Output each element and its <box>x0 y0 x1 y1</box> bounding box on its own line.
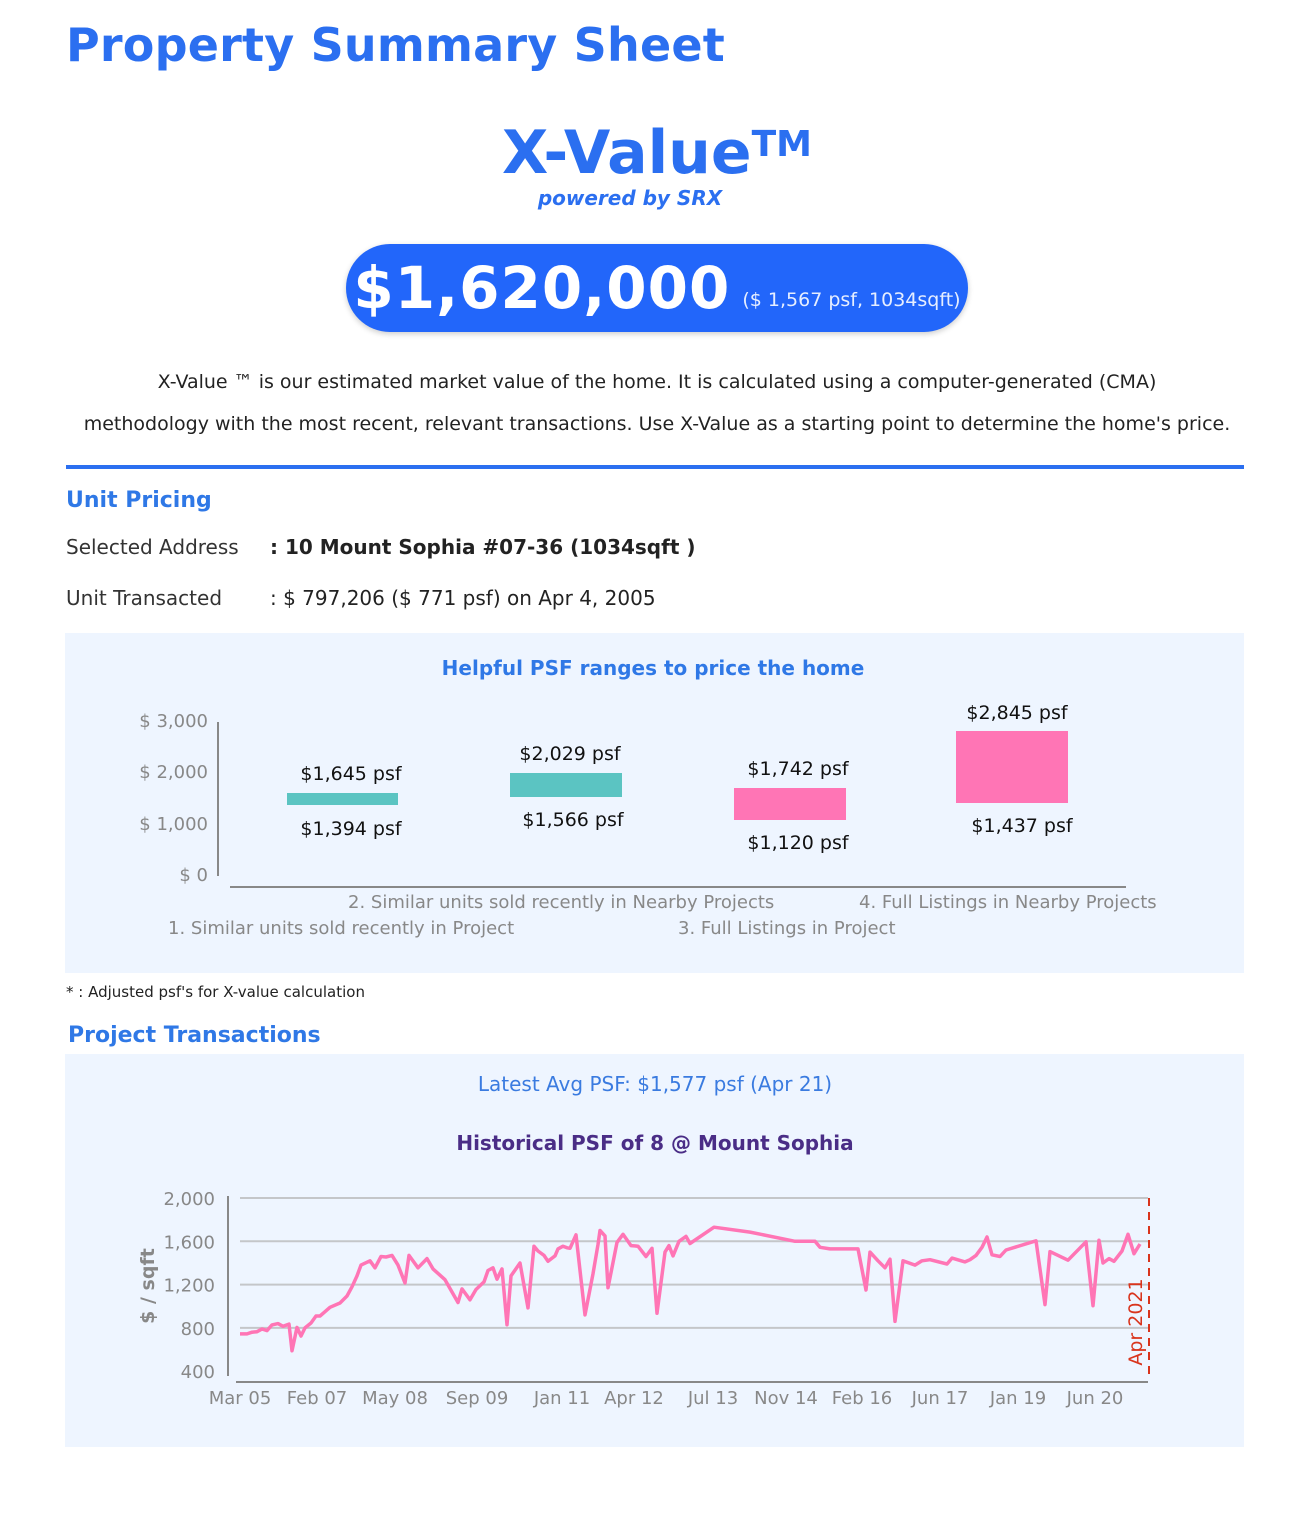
xvalue-title: X-ValueTM <box>0 118 1314 188</box>
psf-ytick-0: $ 0 <box>179 865 208 886</box>
xtick-label: Jun 17 <box>911 1388 969 1409</box>
xtick-label: Feb 07 <box>287 1388 348 1409</box>
xtick-label: May 08 <box>362 1388 428 1409</box>
xtick-label: Jun 20 <box>1066 1388 1124 1409</box>
trademark: TM <box>751 124 812 165</box>
xtick-label: Feb 16 <box>832 1388 893 1409</box>
psf-history-line <box>240 1225 1142 1353</box>
psf-x-axis <box>230 886 1126 888</box>
psf-bar-4-high-label: $2,845 psf <box>966 702 1068 724</box>
ytick-label: 1,600 <box>163 1232 215 1253</box>
psf-bar-3-high-label: $1,742 psf <box>747 758 849 780</box>
unit-pricing-heading: Unit Pricing <box>66 488 212 513</box>
psf-range-bar-3 <box>734 788 846 820</box>
psf-category-4: 4. Full Listings in Nearby Projects <box>859 892 1157 913</box>
psf-bar-2-low-label: $1,566 psf <box>522 809 624 831</box>
psf-range-bar-1 <box>287 793 398 805</box>
psf-ytick-2000: $ 2,000 <box>139 762 208 783</box>
psf-bar-4-low-label: $1,437 psf <box>971 815 1073 837</box>
unit-transacted-value: : $ 797,206 ($ 771 psf) on Apr 4, 2005 <box>270 586 656 610</box>
xtick-label: Jan 11 <box>533 1388 590 1409</box>
ytick-label: 800 <box>181 1319 215 1340</box>
selected-address-label: Selected Address <box>66 535 239 559</box>
apr-2021-marker-label: Apr 2021 <box>1125 1278 1147 1365</box>
xvalue-subtitle: powered by SRX <box>537 186 723 210</box>
line-chart-xticks: Mar 05 Feb 07 May 08 Sep 09 Jan 11 Apr 12 Jul … <box>209 1388 1124 1409</box>
page-title: Property Summary Sheet <box>66 18 725 72</box>
psf-category-2: 2. Similar units sold recently in Nearby… <box>348 892 775 913</box>
xvalue-title-text: X-Value <box>502 118 752 188</box>
historical-psf-chart-title: Historical PSF of 8 @ Mount Sophia <box>456 1131 854 1155</box>
psf-footnote: * : Adjusted psf's for X-value calculati… <box>66 983 365 1001</box>
psf-ytick-1000: $ 1,000 <box>139 814 208 835</box>
ytick-label: 400 <box>181 1362 215 1383</box>
psf-bar-2-high-label: $2,029 psf <box>519 743 621 765</box>
psf-category-3: 3. Full Listings in Project <box>678 918 896 939</box>
xtick-label: Apr 12 <box>604 1388 664 1409</box>
ytick-label: 2,000 <box>163 1189 215 1210</box>
psf-ranges-title: Helpful PSF ranges to price the home <box>441 656 865 680</box>
psf-bar-1-high-label: $1,645 psf <box>300 763 402 785</box>
xvalue-price: $1,620,000 <box>353 254 731 322</box>
ytick-label: 1,200 <box>163 1276 215 1297</box>
psf-category-1: 1. Similar units sold recently in Projec… <box>168 918 515 939</box>
xtick-label: Jan 19 <box>989 1388 1046 1409</box>
xvalue-description-line-2: methodology with the most recent, releva… <box>83 413 1231 435</box>
psf-bar-3-low-label: $1,120 psf <box>747 832 849 854</box>
psf-range-bar-4 <box>956 731 1068 803</box>
xtick-label: Jul 13 <box>687 1388 738 1409</box>
psf-y-axis <box>217 722 219 876</box>
psf-bar-1-low-label: $1,394 psf <box>300 818 402 840</box>
selected-address-value: : 10 Mount Sophia #07-36 (1034sqft ) <box>270 535 696 559</box>
psf-range-bar-2 <box>510 773 622 797</box>
xtick-label: Mar 05 <box>209 1388 272 1409</box>
unit-transacted-label: Unit Transacted <box>66 586 223 610</box>
xvalue-price-detail: ($ 1,567 psf, 1034sqft) <box>742 289 961 311</box>
line-chart-yticks: 400 800 1,200 1,600 2,000 <box>163 1189 215 1383</box>
xvalue-price-badge: $1,620,000 ($ 1,567 psf, 1034sqft) <box>346 244 968 332</box>
psf-ytick-3000: $ 3,000 <box>139 711 208 732</box>
project-transactions-heading: Project Transactions <box>68 1023 321 1048</box>
latest-avg-psf: Latest Avg PSF: $1,577 psf (Apr 21) <box>477 1072 833 1096</box>
section-divider <box>66 465 1244 469</box>
psf-ranges-panel <box>65 633 1244 973</box>
xtick-label: Sep 09 <box>446 1388 509 1409</box>
xtick-label: Nov 14 <box>754 1388 818 1409</box>
xvalue-description-line-1: X-Value ™ is our estimated market value … <box>157 371 1157 393</box>
line-chart-ylabel: $ / sqft <box>137 1248 159 1324</box>
